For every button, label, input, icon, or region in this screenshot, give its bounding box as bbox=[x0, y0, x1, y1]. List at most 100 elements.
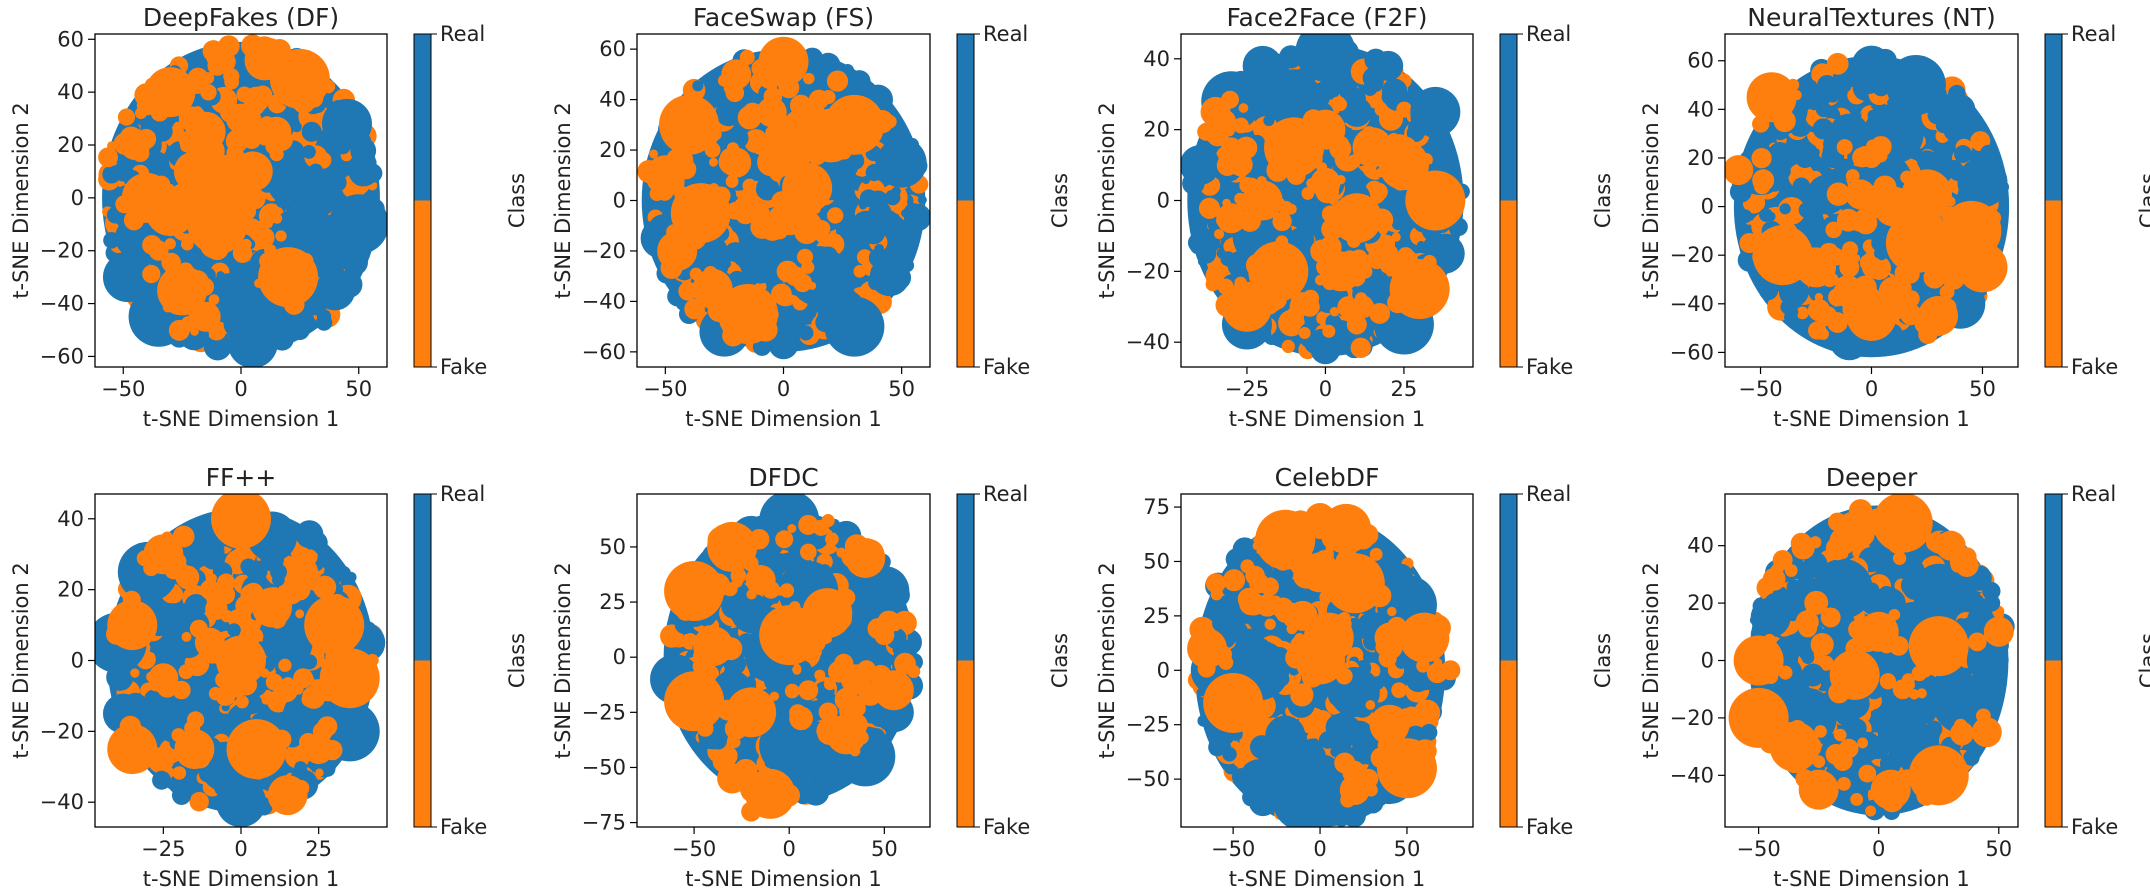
scatter-point bbox=[1364, 48, 1388, 72]
scatter-point bbox=[259, 668, 270, 678]
scatter-point bbox=[163, 183, 176, 197]
y-axis-label: t-SNE Dimension 2 bbox=[1095, 562, 1119, 758]
scatter-point bbox=[1858, 764, 1877, 783]
scatter-point bbox=[1837, 776, 1851, 791]
scatter-point bbox=[851, 97, 860, 107]
scatter-point bbox=[176, 720, 186, 730]
scatter-point bbox=[276, 643, 285, 652]
scatter-point bbox=[900, 258, 915, 273]
scatter-point bbox=[1273, 552, 1293, 571]
scatter-point bbox=[768, 206, 791, 229]
scatter-point bbox=[207, 121, 220, 134]
scatter-point bbox=[1848, 682, 1862, 696]
y-tick-label: 75 bbox=[1143, 495, 1170, 519]
scatter-point bbox=[1286, 203, 1297, 215]
y-axis-label: t-SNE Dimension 2 bbox=[1095, 102, 1119, 298]
scatter-point bbox=[1754, 253, 1776, 274]
scatter-point bbox=[319, 613, 334, 628]
scatter-point bbox=[186, 679, 208, 701]
y-tick-label: 20 bbox=[1687, 146, 1714, 170]
scatter-point bbox=[1314, 155, 1323, 164]
scatter-point bbox=[1392, 636, 1407, 650]
cluster-fake bbox=[1839, 257, 1860, 278]
scatter-point bbox=[1817, 328, 1829, 340]
scatter-point bbox=[211, 133, 221, 143]
scatter-point bbox=[1867, 109, 1879, 121]
scatter-point bbox=[1250, 637, 1271, 659]
scatter-point bbox=[98, 147, 118, 168]
scatter-point bbox=[1299, 520, 1316, 537]
scatter-point bbox=[1369, 182, 1388, 201]
x-axis-label: t-SNE Dimension 1 bbox=[1773, 407, 1969, 431]
scatter-point bbox=[702, 625, 715, 638]
scatter-point bbox=[787, 524, 797, 533]
scatter-point bbox=[1378, 224, 1389, 235]
scatter-point bbox=[1865, 139, 1880, 154]
colorbar-tick-real: Real bbox=[2071, 22, 2116, 46]
scatter-point bbox=[1916, 688, 1927, 699]
scatter-point bbox=[266, 592, 281, 607]
scatter-point bbox=[204, 540, 225, 562]
scatter-point bbox=[1375, 639, 1392, 656]
scatter-point bbox=[1264, 247, 1277, 260]
scatter-point bbox=[823, 678, 836, 691]
scatter-point bbox=[1286, 623, 1298, 635]
scatter-point bbox=[723, 666, 738, 681]
cluster-fake bbox=[107, 724, 158, 775]
scatter-point bbox=[1330, 746, 1342, 758]
scatter-point bbox=[1930, 606, 1941, 617]
scatter-point bbox=[149, 191, 162, 204]
scatter-point bbox=[808, 230, 817, 239]
scatter-point bbox=[351, 131, 372, 152]
scatter-point bbox=[1935, 617, 1953, 635]
scatter-point bbox=[1759, 208, 1773, 222]
scatter-point bbox=[1355, 808, 1365, 818]
scatter-point bbox=[1825, 221, 1843, 239]
scatter-point bbox=[1738, 209, 1753, 224]
scatter-point bbox=[175, 565, 200, 590]
scatter-point bbox=[329, 664, 350, 686]
scatter-point bbox=[1263, 115, 1275, 127]
plot-frame bbox=[636, 493, 931, 828]
colorbar-fake bbox=[414, 660, 431, 827]
scatter-point bbox=[1873, 787, 1883, 796]
scatter-point bbox=[366, 653, 379, 667]
scatter-point bbox=[205, 180, 219, 194]
scatter-point bbox=[293, 558, 305, 570]
y-tick-label: −25 bbox=[582, 700, 626, 724]
scatter-point bbox=[131, 143, 150, 163]
scatter-point bbox=[271, 729, 292, 750]
cluster-real bbox=[1794, 147, 1815, 168]
scatter-point bbox=[291, 637, 311, 658]
scatter-point bbox=[237, 188, 248, 198]
y-tick-label: −60 bbox=[40, 344, 84, 368]
scatter-point bbox=[1865, 805, 1877, 817]
scatter-point bbox=[740, 237, 761, 258]
scatter-point bbox=[1806, 247, 1817, 257]
scatter-point bbox=[821, 514, 835, 528]
scatter-point bbox=[1729, 180, 1752, 203]
scatter-point bbox=[1237, 197, 1251, 211]
scatter-point bbox=[116, 260, 129, 274]
scatter-point bbox=[215, 647, 225, 657]
scatter-point bbox=[1270, 646, 1290, 667]
scatter-point bbox=[1393, 136, 1418, 160]
scatter-point bbox=[206, 47, 226, 67]
scatter-point bbox=[1917, 528, 1927, 538]
scatter-point bbox=[1879, 753, 1902, 775]
scatter-point bbox=[242, 119, 262, 139]
colorbar-label: Class bbox=[505, 633, 529, 688]
scatter-point bbox=[288, 578, 311, 601]
scatter-point bbox=[1238, 284, 1259, 305]
scatter-point bbox=[1892, 551, 1907, 565]
scatter-point bbox=[1383, 320, 1397, 334]
scatter-point bbox=[1902, 181, 1920, 198]
scatter-point bbox=[1272, 211, 1292, 232]
scatter-point bbox=[676, 158, 697, 180]
cluster-fake bbox=[756, 97, 787, 128]
scatter-area bbox=[98, 34, 387, 367]
scatter-point bbox=[1284, 526, 1297, 539]
scatter-point bbox=[751, 59, 770, 78]
scatter-point bbox=[1875, 342, 1887, 353]
